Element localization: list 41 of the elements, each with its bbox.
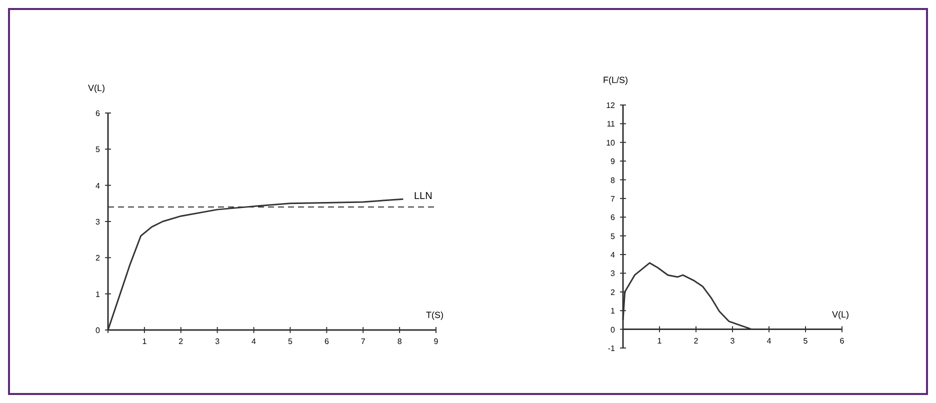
x-tick-label: 7 [360,337,366,346]
y-tick-label: 1 [610,306,616,316]
x-tick-label: 4 [766,336,772,346]
x-tick-label: 6 [324,337,330,346]
y-tick-label: 7 [610,194,616,204]
x-axis-title: V(L) [832,309,850,320]
x-tick-label: 2 [178,337,184,346]
x-tick-label: 9 [434,337,439,346]
x-tick-label: 6 [840,336,845,346]
y-tick-label: -1 [608,344,616,353]
y-tick-label: 12 [606,101,616,110]
y-tick-label: 1 [96,290,101,299]
y-tick-label: 10 [606,138,616,148]
y-tick-label: 0 [96,326,101,335]
y-tick-label: 5 [610,232,616,241]
x-axis-title: T(S) [426,310,444,320]
x-tick-label: 5 [803,336,808,346]
y-tick-label: 4 [610,250,616,260]
y-tick-label: 0 [610,325,616,334]
y-tick-label: 11 [606,120,616,129]
ref-line-label: LLN [414,191,432,202]
y-tick-label: 2 [96,254,101,263]
y-tick-label: 6 [610,213,616,222]
y-axis-title: V(L) [88,83,106,93]
y-tick-label: 9 [610,157,616,166]
y-tick-label: 3 [610,269,616,278]
y-tick-label: 5 [96,145,101,154]
x-tick-label: 4 [252,337,257,346]
x-tick-label: 3 [215,337,220,346]
x-tick-label: 5 [288,337,293,346]
y-tick-label: 2 [610,288,616,297]
x-tick-label: 1 [657,336,662,346]
x-tick-label: 3 [730,336,736,346]
y-tick-label: 8 [610,176,616,185]
y-tick-label: 3 [96,218,101,226]
x-tick-label: 1 [142,337,148,346]
y-tick-label: 4 [96,181,101,190]
y-axis-title: F(L/S) [603,75,628,85]
y-tick-label: 6 [96,109,101,118]
x-tick-label: 2 [694,336,699,346]
x-tick-label: 8 [397,337,402,346]
